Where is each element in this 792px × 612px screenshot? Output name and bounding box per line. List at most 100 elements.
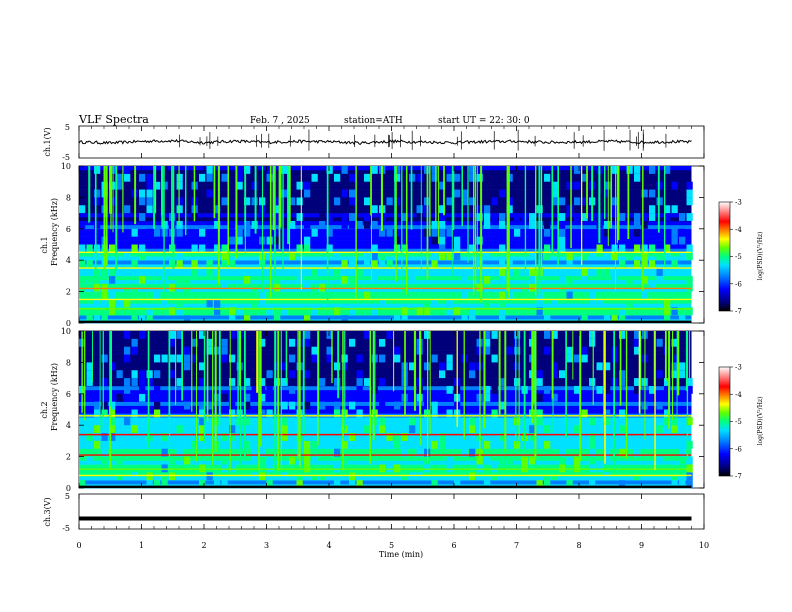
spectrogram-cell (589, 456, 596, 465)
spectrogram-cell (634, 440, 641, 449)
spectrogram-cell (634, 346, 641, 355)
spectrogram-cell (176, 268, 183, 276)
spectrogram-cell (101, 448, 108, 457)
spectrogram-cell (169, 307, 176, 316)
spectrogram-cell (604, 181, 611, 190)
spectrogram-cell (589, 417, 596, 426)
spectrogram-cell (154, 409, 161, 418)
spectrogram-cell (514, 464, 521, 473)
spectrogram-cell (634, 213, 641, 221)
spectrogram-cell (176, 260, 183, 269)
spectrogram-cell (484, 385, 491, 394)
spectrogram-cell (131, 315, 138, 323)
spectrogram-cell (169, 370, 176, 379)
spectrogram-cell (604, 315, 611, 323)
spectrogram-cell (371, 205, 378, 214)
spectrogram-cell (641, 220, 648, 229)
spectrogram-cell (574, 213, 581, 221)
spectrogram-cell (296, 480, 303, 488)
spectrogram-cell (484, 425, 491, 434)
spectrogram-cell (371, 252, 378, 261)
spectrogram-cell (634, 331, 641, 339)
spectrogram-cell (431, 362, 438, 371)
spectrogram-cell (589, 464, 596, 473)
spectrogram-cell (619, 244, 626, 253)
spectrogram-cell (679, 315, 686, 323)
ch1-waveform-ytick-top: 5 (65, 123, 70, 132)
spectrogram-cell (94, 268, 101, 276)
spectrogram-cell (686, 283, 693, 292)
spectrogram-cell (229, 425, 236, 434)
spectrogram-cell (274, 236, 281, 245)
spectrogram-cell (469, 362, 476, 371)
spectrogram-cell (274, 385, 281, 394)
spectrogram-cell (521, 213, 528, 221)
spectrogram-cell (289, 268, 296, 276)
spectrogram-cell (244, 417, 251, 426)
spectrogram-cell (244, 228, 251, 237)
spectrogram-cell (551, 472, 558, 481)
spectrogram-cell (236, 433, 243, 441)
spectrogram-cell (386, 464, 393, 473)
spectrogram-cell (176, 425, 183, 434)
spectrogram-cell (641, 189, 648, 198)
spectrogram-cell (281, 433, 288, 441)
spectrogram-cell (544, 385, 551, 394)
spectrogram-cell (154, 370, 161, 379)
ch1-waveform-ylabel: ch.1(V) (43, 127, 52, 156)
spectrogram-cell (139, 315, 146, 323)
spectrogram-cell (146, 315, 153, 323)
spectrogram-cell (109, 166, 116, 174)
spectrogram-cell (364, 173, 371, 182)
ch1-spectrogram-panel: 0 2 4 6 8 10 ch.1 Frequency (kHz) (40, 162, 705, 328)
spectrogram-cell (296, 228, 303, 237)
spectrogram-cell (686, 189, 693, 198)
spectrogram-cell (274, 181, 281, 190)
spectrogram-cell (529, 433, 536, 441)
spectrogram-cell (574, 456, 581, 465)
colorbar-tick-label: -6 (735, 445, 742, 453)
spectrogram-cell (176, 448, 183, 457)
spectrogram-cell (334, 464, 341, 473)
spectrogram-cell (214, 346, 221, 355)
spectrogram-cell (649, 331, 656, 339)
spectrogram-cell (551, 362, 558, 371)
spectrogram-cell (266, 456, 273, 465)
spectrogram-cell (94, 189, 101, 198)
spectrogram-cell (304, 440, 311, 449)
spectrogram-cell (364, 331, 371, 339)
ch2-colorbar-ticks: -3 -4 -5 -6 -7 (730, 364, 742, 481)
spectrogram-cell (124, 283, 131, 292)
spectrogram-cell (664, 425, 671, 434)
spectrogram-cell (154, 213, 161, 221)
spectrogram-cell (386, 378, 393, 386)
spectrogram-cell (581, 448, 588, 457)
spectrogram-cell (94, 220, 101, 229)
ch1-colorbar-bar (718, 201, 731, 312)
spectrogram-cell (544, 244, 551, 253)
spectrogram-cell (356, 448, 363, 457)
spectrogram-cell (304, 283, 311, 292)
spectrogram-cell (334, 173, 341, 182)
spectrogram-cell (626, 275, 633, 284)
spectrogram-cell (214, 440, 221, 449)
spectrogram-cell (131, 472, 138, 481)
spectrogram-cell (446, 173, 453, 182)
spectrogram-cell (334, 268, 341, 276)
spectrogram-cell (304, 401, 311, 410)
spectrogram-cell (266, 409, 273, 418)
spectrogram-cell (454, 252, 461, 261)
spectrogram-cell (349, 472, 356, 481)
spectrogram-cell (619, 307, 626, 316)
spectrogram-cell (409, 433, 416, 441)
spectrogram-cell (94, 275, 101, 284)
spectrogram-cell (476, 205, 483, 214)
spectrogram-cell (109, 417, 116, 426)
spectrogram-cell (536, 307, 543, 316)
spectrogram-cell (304, 307, 311, 316)
spectrogram-cell (589, 291, 596, 300)
spectrogram-cell (566, 260, 573, 269)
spectrogram-cell (514, 440, 521, 449)
spectrogram-cell (371, 166, 378, 174)
spectrogram-cell (124, 378, 131, 386)
